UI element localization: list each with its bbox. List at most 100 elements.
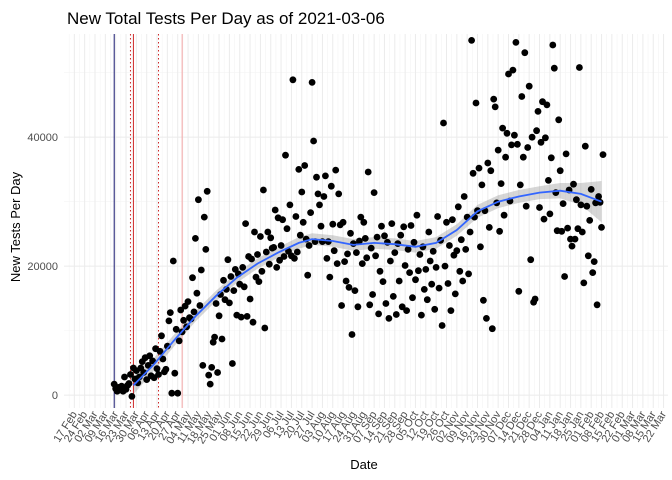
data-point — [364, 168, 372, 176]
data-point — [456, 267, 464, 275]
reference-lines — [113, 34, 183, 408]
data-point — [472, 99, 480, 107]
data-point — [376, 267, 384, 275]
data-point — [357, 213, 365, 221]
data-point — [293, 248, 301, 256]
data-point — [276, 256, 283, 264]
data-point — [561, 273, 568, 280]
data-point — [338, 302, 345, 309]
data-point — [581, 142, 589, 150]
data-point — [533, 127, 540, 135]
data-point — [395, 277, 403, 285]
smooth-line — [132, 189, 602, 387]
data-point — [516, 181, 524, 189]
data-point — [258, 267, 266, 275]
data-point — [511, 131, 518, 139]
data-point — [168, 389, 176, 397]
data-point — [465, 270, 472, 278]
data-point — [485, 224, 493, 231]
data-point — [153, 365, 161, 373]
data-point — [316, 201, 323, 209]
data-point — [265, 260, 273, 268]
data-point — [423, 296, 431, 304]
data-point — [468, 37, 475, 44]
data-point — [322, 172, 329, 180]
data-point — [314, 190, 322, 198]
data-point — [499, 124, 506, 132]
data-point — [143, 376, 151, 383]
data-point — [584, 252, 592, 260]
data-point — [418, 311, 425, 319]
data-point — [273, 264, 281, 271]
data-point — [375, 310, 382, 318]
data-point — [127, 371, 134, 378]
data-point — [460, 193, 468, 200]
data-point — [379, 278, 387, 285]
data-point — [242, 220, 250, 228]
data-point — [190, 308, 198, 316]
data-point — [295, 166, 303, 173]
data-point — [503, 129, 511, 137]
data-point — [477, 243, 484, 251]
data-point — [593, 301, 601, 309]
data-point — [171, 369, 179, 377]
data-point — [549, 41, 557, 49]
data-point — [159, 355, 167, 363]
data-point — [519, 153, 527, 161]
data-point — [347, 229, 354, 237]
data-point — [172, 325, 180, 333]
data-point — [475, 164, 483, 172]
data-point — [446, 242, 453, 249]
data-point — [169, 257, 177, 265]
data-point — [199, 362, 207, 369]
data-point — [351, 287, 359, 294]
data-point — [251, 228, 258, 236]
data-point — [536, 204, 543, 211]
major-gridlines — [64, 34, 668, 408]
data-point — [508, 141, 515, 149]
data-point — [431, 305, 439, 313]
y-axis-ticks: 0 20000 40000 — [27, 132, 58, 402]
data-point — [589, 269, 597, 276]
data-point — [280, 253, 288, 260]
data-point — [428, 280, 436, 288]
data-point — [583, 202, 591, 210]
data-point — [200, 213, 208, 221]
data-point — [292, 213, 300, 220]
data-point — [522, 202, 530, 210]
data-point — [409, 294, 416, 302]
data-point — [307, 209, 314, 217]
data-point — [528, 133, 536, 141]
data-point — [329, 220, 337, 228]
data-point — [564, 224, 571, 232]
data-point — [546, 210, 554, 218]
data-point — [317, 222, 325, 230]
data-point — [389, 293, 397, 300]
data-point — [412, 276, 419, 284]
data-point — [209, 338, 217, 346]
data-point — [426, 257, 434, 265]
data-point — [459, 277, 467, 285]
data-point — [196, 302, 204, 309]
data-point — [180, 316, 188, 324]
data-point — [480, 296, 487, 304]
data-point — [491, 103, 499, 111]
data-point — [527, 256, 535, 264]
minor-gridlines — [64, 34, 668, 408]
data-point — [239, 264, 247, 271]
data-point — [255, 278, 263, 285]
y-axis-title: New Tests Per Day — [8, 171, 23, 282]
data-point — [128, 393, 136, 400]
data-point — [387, 257, 394, 265]
data-point — [590, 258, 598, 265]
data-point — [559, 200, 567, 208]
data-point — [215, 312, 223, 320]
data-point — [164, 342, 171, 350]
data-point — [326, 273, 334, 281]
data-point — [193, 289, 201, 297]
data-point — [502, 153, 509, 161]
data-point — [558, 227, 566, 235]
data-point — [537, 138, 545, 146]
data-point — [332, 166, 340, 174]
